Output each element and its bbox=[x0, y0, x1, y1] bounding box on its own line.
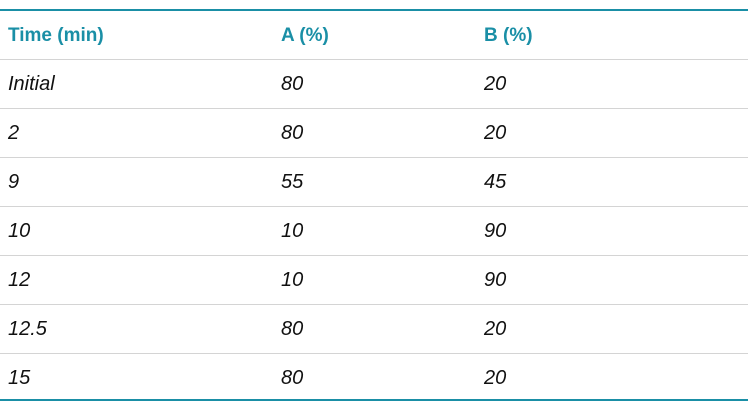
cell-time: 2 bbox=[8, 122, 20, 144]
table-bottom-rule bbox=[0, 399, 748, 401]
cell-b: 20 bbox=[484, 367, 507, 389]
table-row: 9 55 45 bbox=[0, 158, 748, 207]
cell-a: 10 bbox=[281, 269, 304, 291]
header-a: A (%) bbox=[281, 25, 329, 46]
table-row: Initial 80 20 bbox=[0, 60, 748, 109]
cell-a: 80 bbox=[281, 122, 304, 144]
cell-time: 12.5 bbox=[8, 318, 47, 340]
table-row: 15 80 20 bbox=[0, 354, 748, 403]
table-row: 12.5 80 20 bbox=[0, 305, 748, 354]
cell-a: 80 bbox=[281, 73, 304, 95]
cell-b: 90 bbox=[484, 220, 507, 242]
table-row: 10 10 90 bbox=[0, 207, 748, 256]
cell-time: Initial bbox=[8, 73, 55, 95]
cell-a: 80 bbox=[281, 367, 304, 389]
table-row: 2 80 20 bbox=[0, 109, 748, 158]
table-row: 12 10 90 bbox=[0, 256, 748, 305]
cell-b: 20 bbox=[484, 122, 507, 144]
cell-b: 20 bbox=[484, 318, 507, 340]
cell-b: 45 bbox=[484, 171, 507, 193]
cell-time: 15 bbox=[8, 367, 31, 389]
cell-a: 80 bbox=[281, 318, 304, 340]
cell-b: 90 bbox=[484, 269, 507, 291]
table-top-rule bbox=[0, 9, 748, 11]
cell-a: 55 bbox=[281, 171, 304, 193]
cell-b: 20 bbox=[484, 73, 507, 95]
cell-time: 9 bbox=[8, 171, 20, 193]
cell-time: 10 bbox=[8, 220, 31, 242]
table-header-row: Time (min) A (%) B (%) bbox=[0, 11, 748, 60]
header-b: B (%) bbox=[484, 25, 533, 46]
header-time: Time (min) bbox=[8, 25, 104, 46]
cell-a: 10 bbox=[281, 220, 304, 242]
cell-time: 12 bbox=[8, 269, 31, 291]
